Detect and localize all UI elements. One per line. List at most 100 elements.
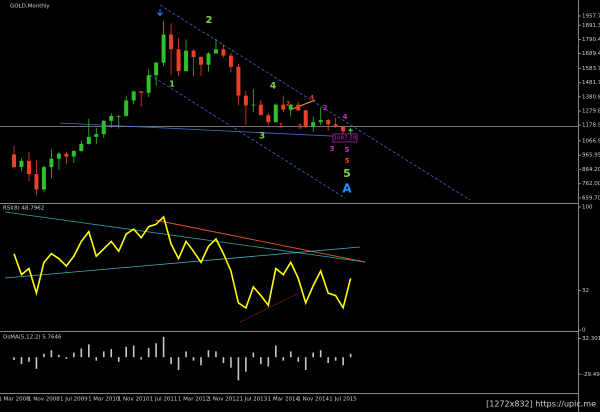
arrow-icon xyxy=(157,9,163,17)
candle-body xyxy=(154,62,159,76)
y-tick-label: 1279.85 xyxy=(582,109,600,115)
y-tick-label: 1891.35 xyxy=(582,23,600,29)
y-tick-label: -29.4925 xyxy=(582,372,600,378)
y-tick-label: 1790.40 xyxy=(582,37,600,43)
histogram-bar xyxy=(20,357,23,365)
candle-body xyxy=(303,110,308,127)
candle-body xyxy=(348,129,353,132)
candle-body xyxy=(288,104,293,110)
histogram-bar xyxy=(334,357,337,361)
x-tick-label: 1 Jul 2015 xyxy=(329,397,357,403)
histogram-bar xyxy=(245,357,247,372)
candle-body xyxy=(273,104,278,123)
candle-body xyxy=(318,120,323,123)
y-tick-label: 965.95 xyxy=(582,153,600,159)
histogram-bar xyxy=(312,352,314,358)
x-tick-label: 1 Nov 2008 xyxy=(28,397,60,403)
histogram-bar xyxy=(275,345,277,358)
trend-line xyxy=(59,122,353,138)
wave-label: 4 xyxy=(270,82,276,92)
y-tick-label: 0 xyxy=(582,328,586,334)
candle-body xyxy=(296,104,301,111)
x-tick-label: 1 Jul 2011 xyxy=(150,397,178,403)
histogram-bar xyxy=(200,357,202,366)
rsi-trend-line xyxy=(239,289,306,323)
price-label: 1087.59 xyxy=(334,135,357,141)
candle-body xyxy=(124,100,129,116)
histogram-bar xyxy=(177,357,180,370)
x-tick-label: 1 Mar 2008 xyxy=(0,397,30,403)
candle-body xyxy=(333,124,338,127)
histogram-bar xyxy=(13,357,15,361)
candle-body xyxy=(206,53,211,65)
rsi-line xyxy=(13,215,352,310)
price-box xyxy=(332,133,358,143)
candle-body xyxy=(146,75,151,93)
y-tick-label: 1380.80 xyxy=(582,94,600,100)
y-tick-label: 1689.45 xyxy=(582,51,600,57)
candle-body xyxy=(311,122,316,127)
wave-label: 5 xyxy=(345,157,350,165)
wave-label: 2 xyxy=(323,104,328,112)
candle-body xyxy=(86,136,91,144)
candle-body xyxy=(341,126,346,132)
candle-body xyxy=(56,153,61,159)
x-tick-label: 1 Nov 2012 xyxy=(208,397,240,403)
histogram-bar xyxy=(140,357,142,360)
wave-label: 3 xyxy=(259,132,265,142)
y-tick-label: 1957.70 xyxy=(582,13,600,19)
rsi-trend-line xyxy=(4,246,361,279)
y-tick-label: 32 xyxy=(582,288,589,294)
x-tick-label: 1 Mar 2010 xyxy=(88,397,120,403)
histogram-bar xyxy=(35,357,38,369)
histogram-bar xyxy=(267,357,270,367)
histogram-bar xyxy=(80,348,83,358)
histogram-bar xyxy=(192,357,195,361)
channel-line xyxy=(159,4,471,201)
histogram-bar xyxy=(155,343,157,358)
histogram-bar xyxy=(222,357,225,363)
candle-body xyxy=(326,120,331,125)
wave-label: 4 xyxy=(310,95,314,102)
y-tick-label: 1178.90 xyxy=(582,123,600,129)
histogram-bar xyxy=(65,357,68,359)
candle-body xyxy=(161,34,166,63)
histogram-bar xyxy=(58,354,60,358)
y-tick-label: 1066.90 xyxy=(582,138,600,144)
candle-body xyxy=(236,66,241,96)
candle-body xyxy=(228,55,233,67)
histogram-bar xyxy=(349,353,352,358)
candle-body xyxy=(266,115,271,123)
histogram-bar xyxy=(327,357,329,363)
histogram-bar xyxy=(237,357,240,381)
candle-body xyxy=(71,150,76,157)
candle-body xyxy=(101,120,106,135)
wave-label: 3 xyxy=(298,124,302,131)
indicator-title: RSI(8) 48.7962 xyxy=(3,206,44,212)
histogram-bar xyxy=(50,350,53,358)
channel-line xyxy=(149,74,346,199)
y-tick-label: 762.00 xyxy=(582,181,600,187)
candle-body xyxy=(41,167,46,190)
y-tick-label: 100 xyxy=(582,205,593,211)
histogram-bar xyxy=(260,357,262,365)
candle-body xyxy=(199,57,203,65)
histogram-bar xyxy=(215,351,217,358)
histogram-bar xyxy=(132,345,135,358)
candle-body xyxy=(281,104,286,110)
histogram-bar xyxy=(43,353,45,358)
rsi-trend-line xyxy=(4,211,366,263)
y-tick-label: 32.3014 xyxy=(582,336,600,342)
y-tick-label: 864.20 xyxy=(582,167,600,173)
candle-body xyxy=(94,134,99,137)
candle-body xyxy=(184,50,189,72)
histogram-bar xyxy=(95,357,98,361)
watermark: [1272x832] https://upic.me xyxy=(486,400,596,409)
candle-body xyxy=(26,160,31,175)
candle-body xyxy=(243,95,248,106)
candle-body xyxy=(116,115,121,117)
rsi-trend-line xyxy=(154,219,366,263)
